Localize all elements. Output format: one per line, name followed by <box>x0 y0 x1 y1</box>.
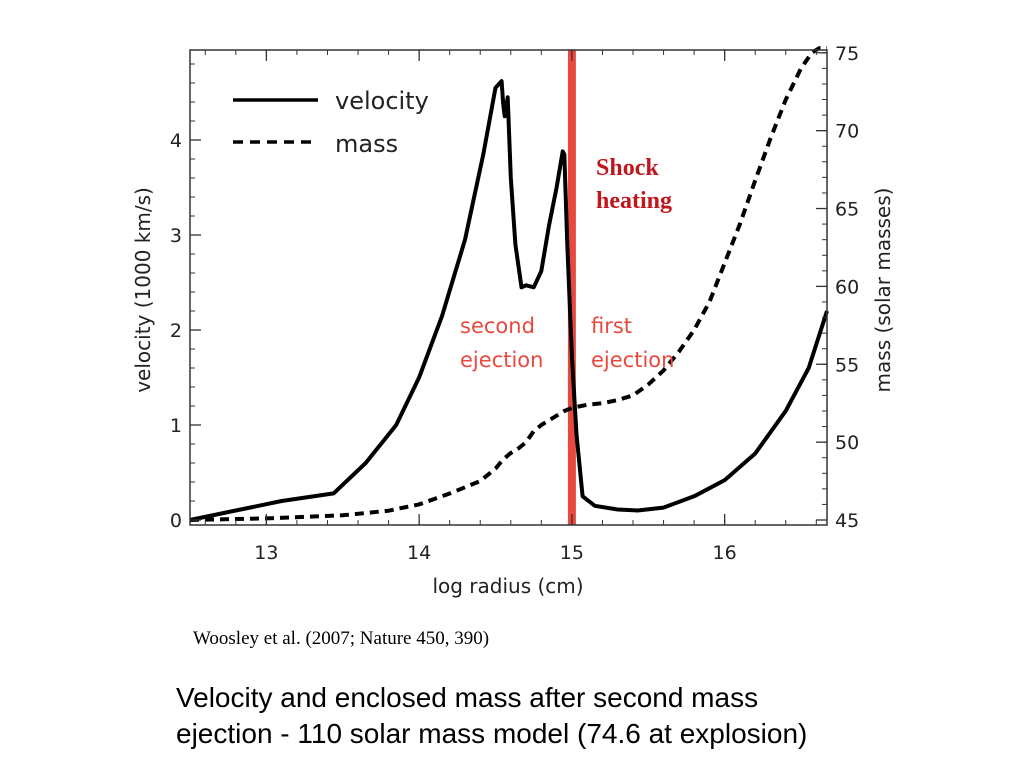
y-right-tick-label: 55 <box>835 354 859 376</box>
series-layer <box>189 46 829 522</box>
first-ejection-line2: ejection <box>591 348 674 372</box>
y-axis-title-right: mass (solar masses) <box>871 188 895 393</box>
shock-heating-line2: heating <box>596 188 672 214</box>
second-ejection-line2: ejection <box>460 348 543 372</box>
y-left-tick-label: 0 <box>170 510 182 532</box>
shock-heating-annotation: Shock heating <box>596 155 672 214</box>
y-right-tick-label: 45 <box>835 510 859 532</box>
y-right-tick-label: 70 <box>835 121 859 143</box>
first-ejection-line1: first <box>591 314 632 338</box>
first-ejection-annotation: first ejection <box>591 314 674 372</box>
y-right-tick-label: 65 <box>835 199 859 221</box>
velocity-series-line <box>189 79 829 522</box>
x-tick-label: 15 <box>560 542 584 564</box>
x-tick-label: 16 <box>713 542 737 564</box>
shock-heating-line1: Shock <box>596 155 659 181</box>
caption: Velocity and enclosed mass after second … <box>176 680 976 752</box>
y-right-tick-label: 60 <box>835 276 859 298</box>
mass-series-line <box>189 46 827 522</box>
plot-frame <box>189 49 828 526</box>
legend: velocity mass <box>233 87 429 158</box>
y-axis-title-left: velocity (1000 km/s) <box>131 187 155 393</box>
y-left-tick-label: 3 <box>170 225 182 247</box>
axis-ticks <box>190 50 827 525</box>
x-axis-title: log radius (cm) <box>432 574 583 598</box>
y-right-tick-label: 50 <box>835 432 859 454</box>
y-left-tick-label: 1 <box>170 415 182 437</box>
x-tick-label: 13 <box>254 542 278 564</box>
legend-mass-label: mass <box>335 130 398 158</box>
y-left-tick-label: 2 <box>170 320 182 342</box>
y-left-tick-label: 4 <box>170 130 182 152</box>
x-tick-label: 14 <box>407 542 431 564</box>
legend-velocity-label: velocity <box>335 87 429 115</box>
caption-line-1: Velocity and enclosed mass after second … <box>176 682 759 713</box>
plot-frame-rect <box>189 49 828 526</box>
second-ejection-annotation: second ejection <box>460 314 543 372</box>
chart: 13 14 15 16 0 1 2 3 4 45 50 55 60 65 70 75 log radius (… <box>131 43 895 598</box>
caption-line-2: ejection - 110 solar mass model (74.6 at… <box>176 718 808 749</box>
second-ejection-line1: second <box>460 314 535 338</box>
y-right-tick-label: 75 <box>835 43 859 65</box>
axis-tick-labels: 13 14 15 16 0 1 2 3 4 45 50 55 60 65 70 75 <box>170 43 859 564</box>
citation: Woosley et al. (2007; Nature 450, 390) <box>193 628 490 649</box>
